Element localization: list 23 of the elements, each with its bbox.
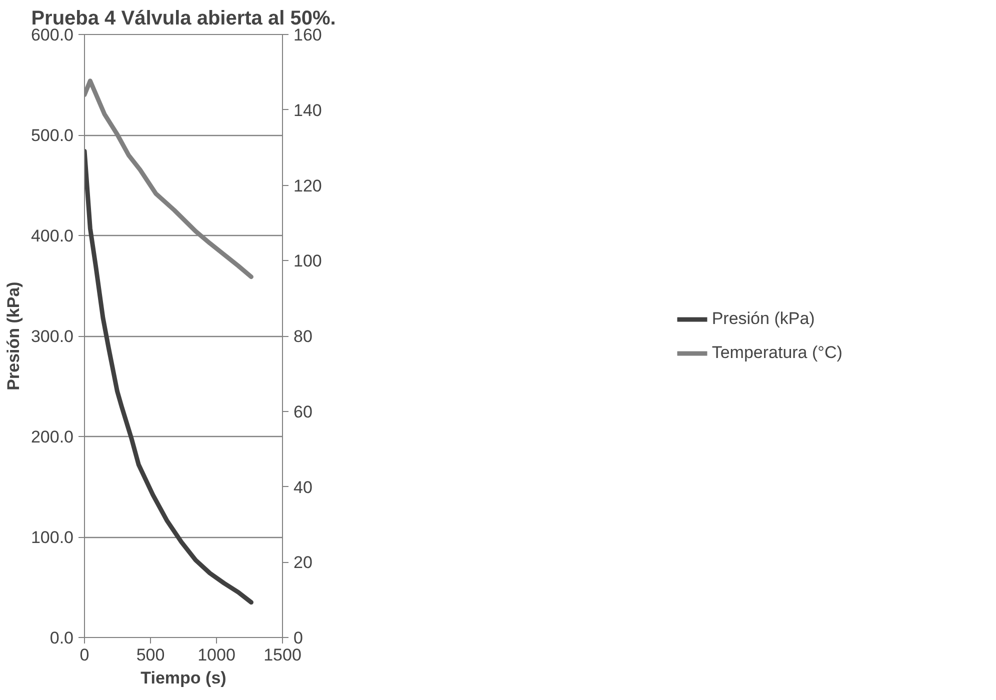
y-tick-label: 200.0 xyxy=(30,428,74,446)
x-tick-label: 1500 xyxy=(264,646,302,664)
y2-tick-label: 20 xyxy=(294,553,312,572)
y2-tick-label: 60 xyxy=(294,402,312,422)
y2-tick-label: 40 xyxy=(294,478,312,497)
y2-tick-label: 140 xyxy=(294,100,322,120)
x-axis-title: Tiempo (s) xyxy=(140,668,226,688)
x-tick-label: 500 xyxy=(136,646,165,664)
y2-tick-label: 100 xyxy=(294,252,322,271)
y2-tick-label: 0 xyxy=(294,628,303,648)
y-tick-label: 500.0 xyxy=(30,126,74,145)
y-tick-label: 400.0 xyxy=(30,226,74,246)
x-tick-label: 0 xyxy=(80,646,90,664)
y2-tick-label: 120 xyxy=(294,176,322,196)
x-tick-label: 1000 xyxy=(198,646,236,664)
y-tick-label: 300.0 xyxy=(30,327,74,346)
line-series xyxy=(84,148,254,605)
legend-label: Temperatura (°C) xyxy=(712,342,842,362)
y-tick-label: 0.0 xyxy=(50,628,74,648)
y-axis-title: Presión (kPa) xyxy=(4,282,23,390)
y2-tick-label: 80 xyxy=(294,327,312,346)
y-tick-label: 100.0 xyxy=(30,528,74,547)
legend-label: Presión (kPa) xyxy=(712,308,815,328)
